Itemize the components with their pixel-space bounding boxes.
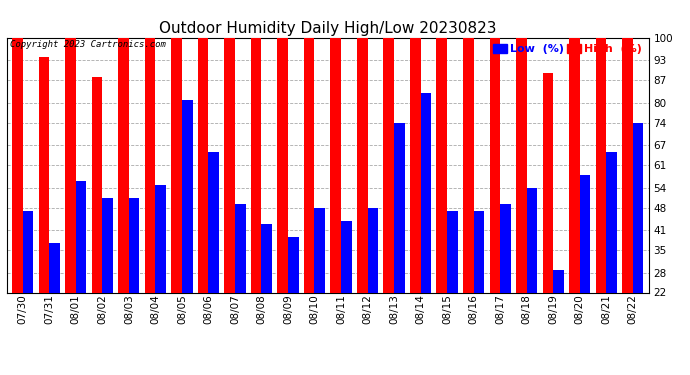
Bar (421, 93, 431, 364)
Bar (208, 152, 219, 364)
Bar (49, 243, 60, 364)
Bar (447, 211, 457, 364)
Bar (357, 38, 368, 364)
Legend: Low  (%), High  (%): Low (%), High (%) (492, 43, 643, 55)
Bar (331, 38, 341, 364)
Text: Copyright 2023 Cartronics.com: Copyright 2023 Cartronics.com (10, 40, 166, 49)
Bar (171, 38, 182, 364)
Bar (553, 270, 564, 364)
Bar (473, 211, 484, 364)
Bar (580, 175, 590, 364)
Bar (66, 38, 76, 364)
Bar (251, 38, 262, 364)
Bar (118, 38, 129, 364)
Bar (76, 182, 86, 364)
Bar (410, 38, 421, 364)
Bar (145, 38, 155, 364)
Bar (92, 77, 102, 364)
Title: Outdoor Humidity Daily High/Low 20230823: Outdoor Humidity Daily High/Low 20230823 (159, 21, 497, 36)
Bar (633, 123, 643, 364)
Bar (12, 38, 23, 364)
Bar (489, 38, 500, 364)
Bar (595, 38, 607, 364)
Bar (155, 184, 166, 364)
Bar (463, 38, 473, 364)
Bar (437, 38, 447, 364)
Bar (315, 207, 325, 364)
Bar (288, 237, 299, 364)
Bar (384, 38, 394, 364)
Bar (569, 38, 580, 364)
Bar (607, 152, 617, 364)
Bar (500, 204, 511, 364)
Bar (516, 38, 526, 364)
Bar (277, 38, 288, 364)
Bar (341, 220, 352, 364)
Bar (23, 211, 33, 364)
Bar (39, 57, 49, 364)
Bar (394, 123, 404, 364)
Bar (198, 38, 208, 364)
Bar (542, 74, 553, 364)
Bar (526, 188, 538, 364)
Bar (304, 38, 315, 364)
Bar (622, 38, 633, 364)
Bar (235, 204, 246, 364)
Bar (182, 100, 193, 364)
Bar (129, 198, 139, 364)
Bar (224, 38, 235, 364)
Bar (262, 224, 272, 364)
Bar (368, 207, 378, 364)
Bar (102, 198, 113, 364)
